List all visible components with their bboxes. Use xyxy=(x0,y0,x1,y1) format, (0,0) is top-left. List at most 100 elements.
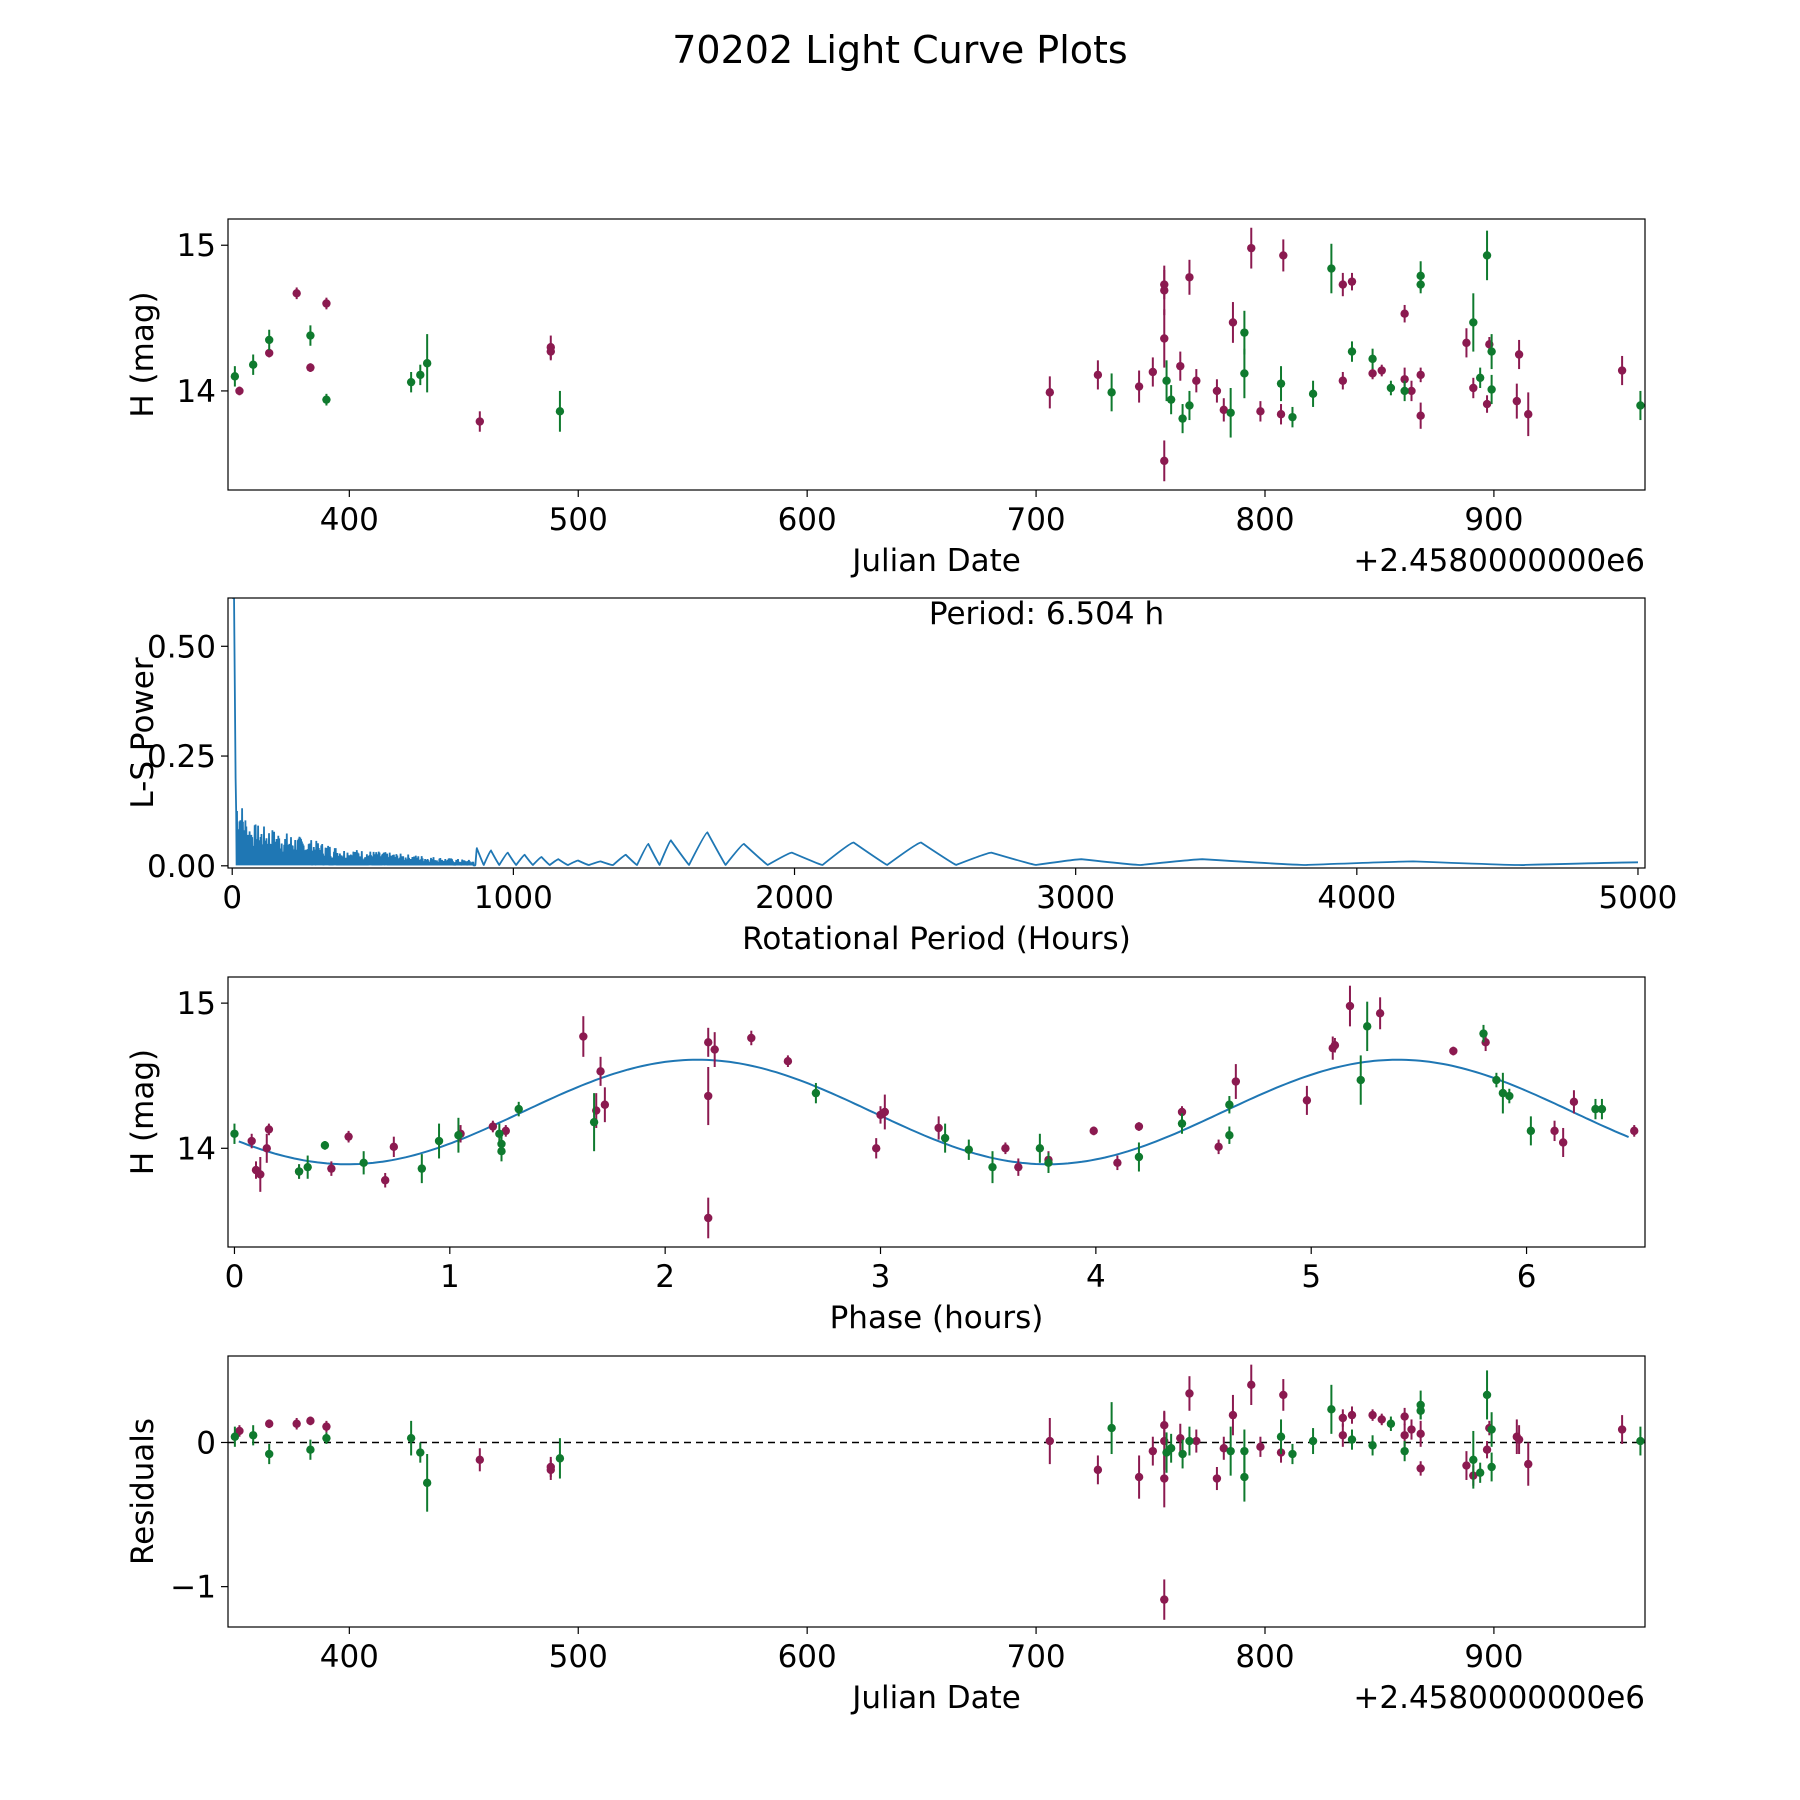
magenta-data-point xyxy=(1407,1425,1416,1434)
magenta-data-point xyxy=(1134,1472,1144,1482)
green-data-point xyxy=(555,1454,565,1463)
green-data-point xyxy=(1368,354,1377,364)
magenta-data-point xyxy=(1185,273,1194,282)
magenta-data-point xyxy=(1014,1162,1023,1172)
magenta-data-point xyxy=(880,1107,890,1117)
magenta-data-point xyxy=(1045,1436,1055,1446)
x-offset-label: +2.4580000000e6 xyxy=(1353,543,1645,579)
green-data-point xyxy=(1308,389,1318,399)
magenta-data-point xyxy=(1219,405,1228,415)
periodogram-line xyxy=(232,598,1639,867)
green-data-point xyxy=(1386,383,1396,393)
green-data-point xyxy=(1288,412,1297,422)
green-data-point xyxy=(1487,1425,1496,1434)
magenta-data-point xyxy=(1347,1410,1357,1420)
x-axis-label: Julian Date xyxy=(850,543,1021,579)
green-data-point xyxy=(1482,1390,1492,1400)
magenta-data-point xyxy=(1462,338,1471,348)
magenta-data-point xyxy=(1338,376,1348,385)
magenta-data-point xyxy=(306,1416,315,1426)
magenta-data-point xyxy=(1550,1126,1559,1136)
green-data-point xyxy=(1368,1441,1377,1450)
x-tick-label: 6 xyxy=(1517,1259,1537,1295)
magenta-data-point xyxy=(1279,1390,1288,1400)
magenta-data-point xyxy=(1302,1096,1312,1105)
x-axis-label: Julian Date xyxy=(850,1680,1021,1716)
magenta-data-point xyxy=(1462,1461,1471,1470)
x-tick-label: 2 xyxy=(655,1259,675,1295)
magenta-data-point xyxy=(1514,350,1524,359)
residuals-frame xyxy=(227,1355,1646,1628)
magenta-data-point xyxy=(322,299,331,308)
magenta-data-point xyxy=(292,1419,301,1428)
magenta-data-point xyxy=(1113,1158,1122,1168)
green-data-point xyxy=(1498,1088,1508,1098)
green-data-point xyxy=(1107,1423,1116,1433)
x-tick-label: 500 xyxy=(549,502,608,538)
x-tick-label: 800 xyxy=(1235,502,1294,538)
magenta-data-point xyxy=(1247,243,1256,253)
phase-folded-frame xyxy=(227,976,1646,1248)
x-tick-label: 3 xyxy=(871,1259,891,1295)
magenta-data-point xyxy=(1400,375,1409,384)
magenta-data-point xyxy=(256,1170,265,1179)
magenta-data-point xyxy=(1416,1429,1425,1439)
y-tick-label: 15 xyxy=(177,986,216,1022)
green-data-point xyxy=(1482,251,1492,260)
y-tick-label: −1 xyxy=(170,1570,216,1606)
magenta-data-point xyxy=(1416,411,1425,420)
x-offset-label: +2.4580000000e6 xyxy=(1353,1680,1645,1716)
green-data-point xyxy=(1400,386,1409,396)
green-data-point xyxy=(514,1104,523,1114)
magenta-data-point xyxy=(1524,1459,1533,1469)
x-tick-label: 1000 xyxy=(474,880,553,916)
x-tick-label: 400 xyxy=(320,1639,379,1675)
magenta-data-point xyxy=(1524,410,1533,419)
magenta-data-point xyxy=(546,1465,555,1475)
magenta-data-point xyxy=(292,289,301,298)
y-axis-label: H (mag) xyxy=(125,291,161,417)
green-data-point xyxy=(1347,347,1357,356)
magenta-data-point xyxy=(783,1056,793,1066)
magenta-data-point xyxy=(600,1100,610,1109)
y-tick-label: 0.00 xyxy=(147,849,216,885)
x-axis-label: Rotational Period (Hours) xyxy=(742,921,1131,957)
x-tick-label: 600 xyxy=(778,502,837,538)
magenta-data-point xyxy=(1160,1595,1169,1604)
green-data-point xyxy=(1505,1091,1514,1101)
periodogram-frame xyxy=(227,597,1646,869)
x-tick-label: 900 xyxy=(1464,502,1523,538)
magenta-data-point xyxy=(1219,1444,1228,1453)
x-tick-label: 5000 xyxy=(1599,880,1678,916)
x-tick-label: 5 xyxy=(1301,1259,1321,1295)
magenta-data-point xyxy=(1630,1126,1639,1136)
magenta-data-point xyxy=(1416,1464,1425,1473)
magenta-data-point xyxy=(264,1125,274,1134)
green-data-point xyxy=(589,1117,599,1127)
magenta-data-point xyxy=(1368,1410,1377,1420)
magenta-data-point xyxy=(747,1033,756,1043)
green-data-point xyxy=(320,1141,330,1150)
magenta-data-point xyxy=(1160,1474,1169,1483)
magenta-data-point xyxy=(1400,1431,1409,1440)
magenta-data-point xyxy=(1347,277,1357,286)
green-data-point xyxy=(265,1449,274,1459)
green-data-point xyxy=(1526,1126,1536,1136)
green-data-point xyxy=(1162,376,1171,385)
green-data-point xyxy=(1166,1444,1176,1453)
magenta-data-point xyxy=(1400,1412,1409,1421)
magenta-data-point xyxy=(1001,1144,1010,1153)
period-annotation: Period: 6.504 h xyxy=(929,596,1164,632)
magenta-data-point xyxy=(1231,1077,1241,1086)
x-tick-label: 700 xyxy=(1006,502,1065,538)
sinusoid-fit-line xyxy=(238,1058,1629,1166)
x-tick-label: 0 xyxy=(222,880,242,916)
magenta-data-point xyxy=(872,1144,881,1153)
green-data-point xyxy=(1134,1152,1144,1162)
x-tick-label: 1 xyxy=(440,1259,460,1295)
x-tick-label: 4000 xyxy=(1317,880,1396,916)
magenta-data-point xyxy=(1045,388,1055,397)
green-data-point xyxy=(1636,1436,1645,1446)
figure-title: 70202 Light Curve Plots xyxy=(672,28,1128,72)
